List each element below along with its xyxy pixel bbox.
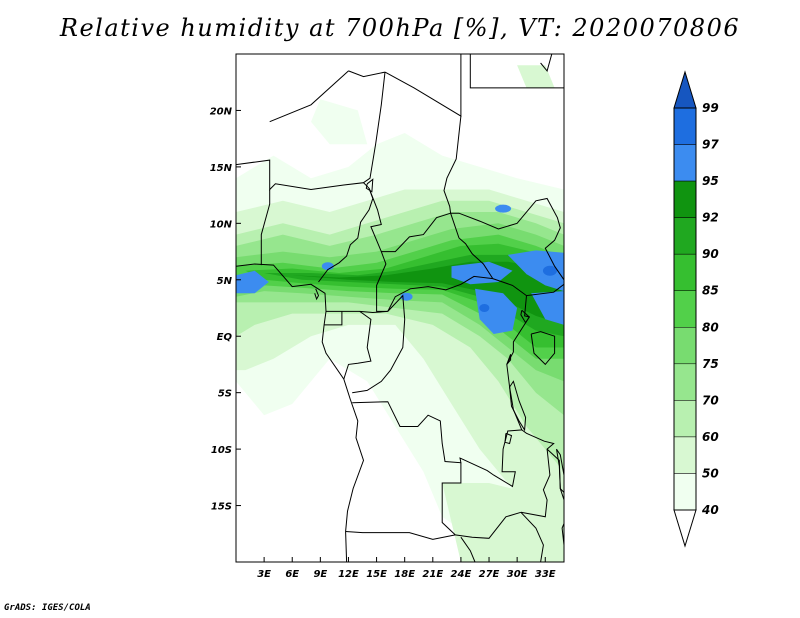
- colorbar-swatch: [673, 253, 697, 291]
- border-drc-south: [352, 351, 523, 488]
- border-egypt-sudan: [469, 54, 564, 89]
- lake-malawi: [556, 448, 564, 494]
- lat-tick-label: 20N: [210, 106, 233, 117]
- colorbar-label: 95: [702, 174, 719, 188]
- rh-97-pocket: [479, 304, 490, 312]
- rh-95-region: [507, 250, 564, 292]
- lon-tick-label: 30E: [507, 569, 528, 580]
- lon-tick-label: 33E: [535, 569, 556, 580]
- border-niger-algeria: [269, 70, 349, 123]
- lake-mweru: [504, 432, 513, 445]
- map-panel: 3E 6E 9E 12E 15E 18E 21E 24E 27E 30E 33E 20N 15N 10N…: [210, 53, 565, 580]
- rh-95-region: [236, 270, 269, 294]
- lat-tick-label: 10S: [211, 445, 232, 456]
- lon-tick-label: 3E: [257, 569, 271, 580]
- rh-40-region: [311, 99, 368, 145]
- latitude-axis: 20N 15N 10N 5N EQ 5S 10S 15S: [210, 106, 241, 513]
- border-car-drc: [387, 275, 493, 312]
- lake-victoria: [530, 331, 556, 366]
- colorbar-label: 80: [702, 320, 719, 334]
- border-niger-south: [236, 159, 370, 191]
- border-congo-drc: [352, 294, 406, 394]
- colorbar-label: 92: [702, 211, 719, 225]
- rh-95-region: [531, 291, 564, 325]
- colorbar-legend: 99 97 95 92 90 85 80 75 70 60 50 40: [673, 70, 719, 548]
- map-frame: [235, 53, 565, 563]
- rh-97-pocket: [542, 265, 557, 276]
- colorbar-swatch: [673, 473, 697, 511]
- colorbar-label: 40: [701, 503, 719, 517]
- border-eq-guinea: [324, 311, 343, 326]
- lon-tick-label: 12E: [338, 569, 359, 580]
- lat-tick-label: EQ: [217, 332, 233, 343]
- colorbar-label: 50: [702, 466, 719, 480]
- coastline: [236, 263, 365, 562]
- colorbar-label: 90: [702, 247, 719, 261]
- lat-tick-label: 10N: [210, 219, 233, 230]
- border-gabon-congo: [343, 310, 372, 380]
- border-south-sudan: [450, 197, 564, 281]
- colorbar-swatch: [673, 400, 697, 438]
- colorbar-label: 85: [702, 284, 719, 298]
- longitude-axis: 3E 6E 9E 12E 15E 18E 21E 24E 27E 30E 33E: [257, 557, 556, 580]
- lat-tick-label: 5S: [218, 389, 232, 400]
- lon-tick-label: 21E: [422, 569, 443, 580]
- lon-tick-label: 6E: [285, 569, 299, 580]
- rh-95-region: [475, 288, 518, 334]
- colorbar-swatch: [673, 363, 697, 401]
- colorbar-swatch: [673, 107, 697, 145]
- lake-chad: [365, 178, 374, 193]
- border-niger-chad: [363, 72, 386, 184]
- border-zimbabwe: [520, 511, 544, 562]
- colorbar-swatch: [673, 144, 697, 182]
- rh-50-region: [517, 65, 555, 88]
- rh-95-pocket: [400, 292, 413, 301]
- colorbar-label: 97: [702, 138, 719, 152]
- border-angola-namibia: [345, 531, 456, 540]
- lon-tick-label: 27E: [479, 569, 500, 580]
- colorbar-swatch: [673, 180, 697, 218]
- lake-tanganyika: [509, 380, 527, 432]
- country-borders: [236, 54, 564, 562]
- border-benin-nigeria: [260, 189, 271, 266]
- colorbar-label: 70: [702, 393, 719, 407]
- grads-credit: GrADS: IGES/COLA: [4, 603, 91, 613]
- lake-albert: [520, 309, 530, 324]
- colorbar-label: 60: [702, 430, 719, 444]
- border-zambia-east: [520, 429, 555, 518]
- lake-kivu: [506, 354, 512, 365]
- colorbar-swatch: [673, 436, 697, 474]
- rh-95-region: [451, 261, 513, 285]
- colorbar-label: 75: [702, 357, 719, 371]
- border-niger-libya: [348, 70, 386, 78]
- lon-tick-label: 24E: [451, 569, 472, 580]
- colorbar-frame: [673, 107, 697, 511]
- lat-tick-label: 15N: [210, 163, 233, 174]
- border-chad-sudan: [443, 116, 462, 214]
- border-car-sudan: [450, 213, 494, 279]
- coastline-bioko: [314, 288, 320, 301]
- lat-tick-label: 5N: [217, 276, 233, 287]
- border-nigeria-cameroon: [318, 188, 374, 283]
- lon-tick-label: 15E: [366, 569, 387, 580]
- colorbar-swatch: [673, 217, 697, 255]
- colorbar-top-arrow: [673, 70, 697, 109]
- colorbar-label: 99: [702, 101, 719, 115]
- border-botswana: [460, 536, 476, 562]
- rh-95-pocket: [495, 204, 512, 213]
- border-malawi: [546, 448, 564, 546]
- lat-tick-label: 15S: [211, 502, 232, 513]
- red-sea-coast: [540, 54, 553, 72]
- border-chad-car: [381, 212, 451, 253]
- colorbar-swatch: [673, 327, 697, 365]
- colorbar-bottom-arrow: [673, 509, 697, 548]
- map-title: Relative humidity at 700hPa [%], VT: 202…: [59, 14, 741, 42]
- lon-tick-label: 18E: [394, 569, 415, 580]
- lon-tick-label: 9E: [313, 569, 327, 580]
- colorbar-swatch: [673, 290, 697, 328]
